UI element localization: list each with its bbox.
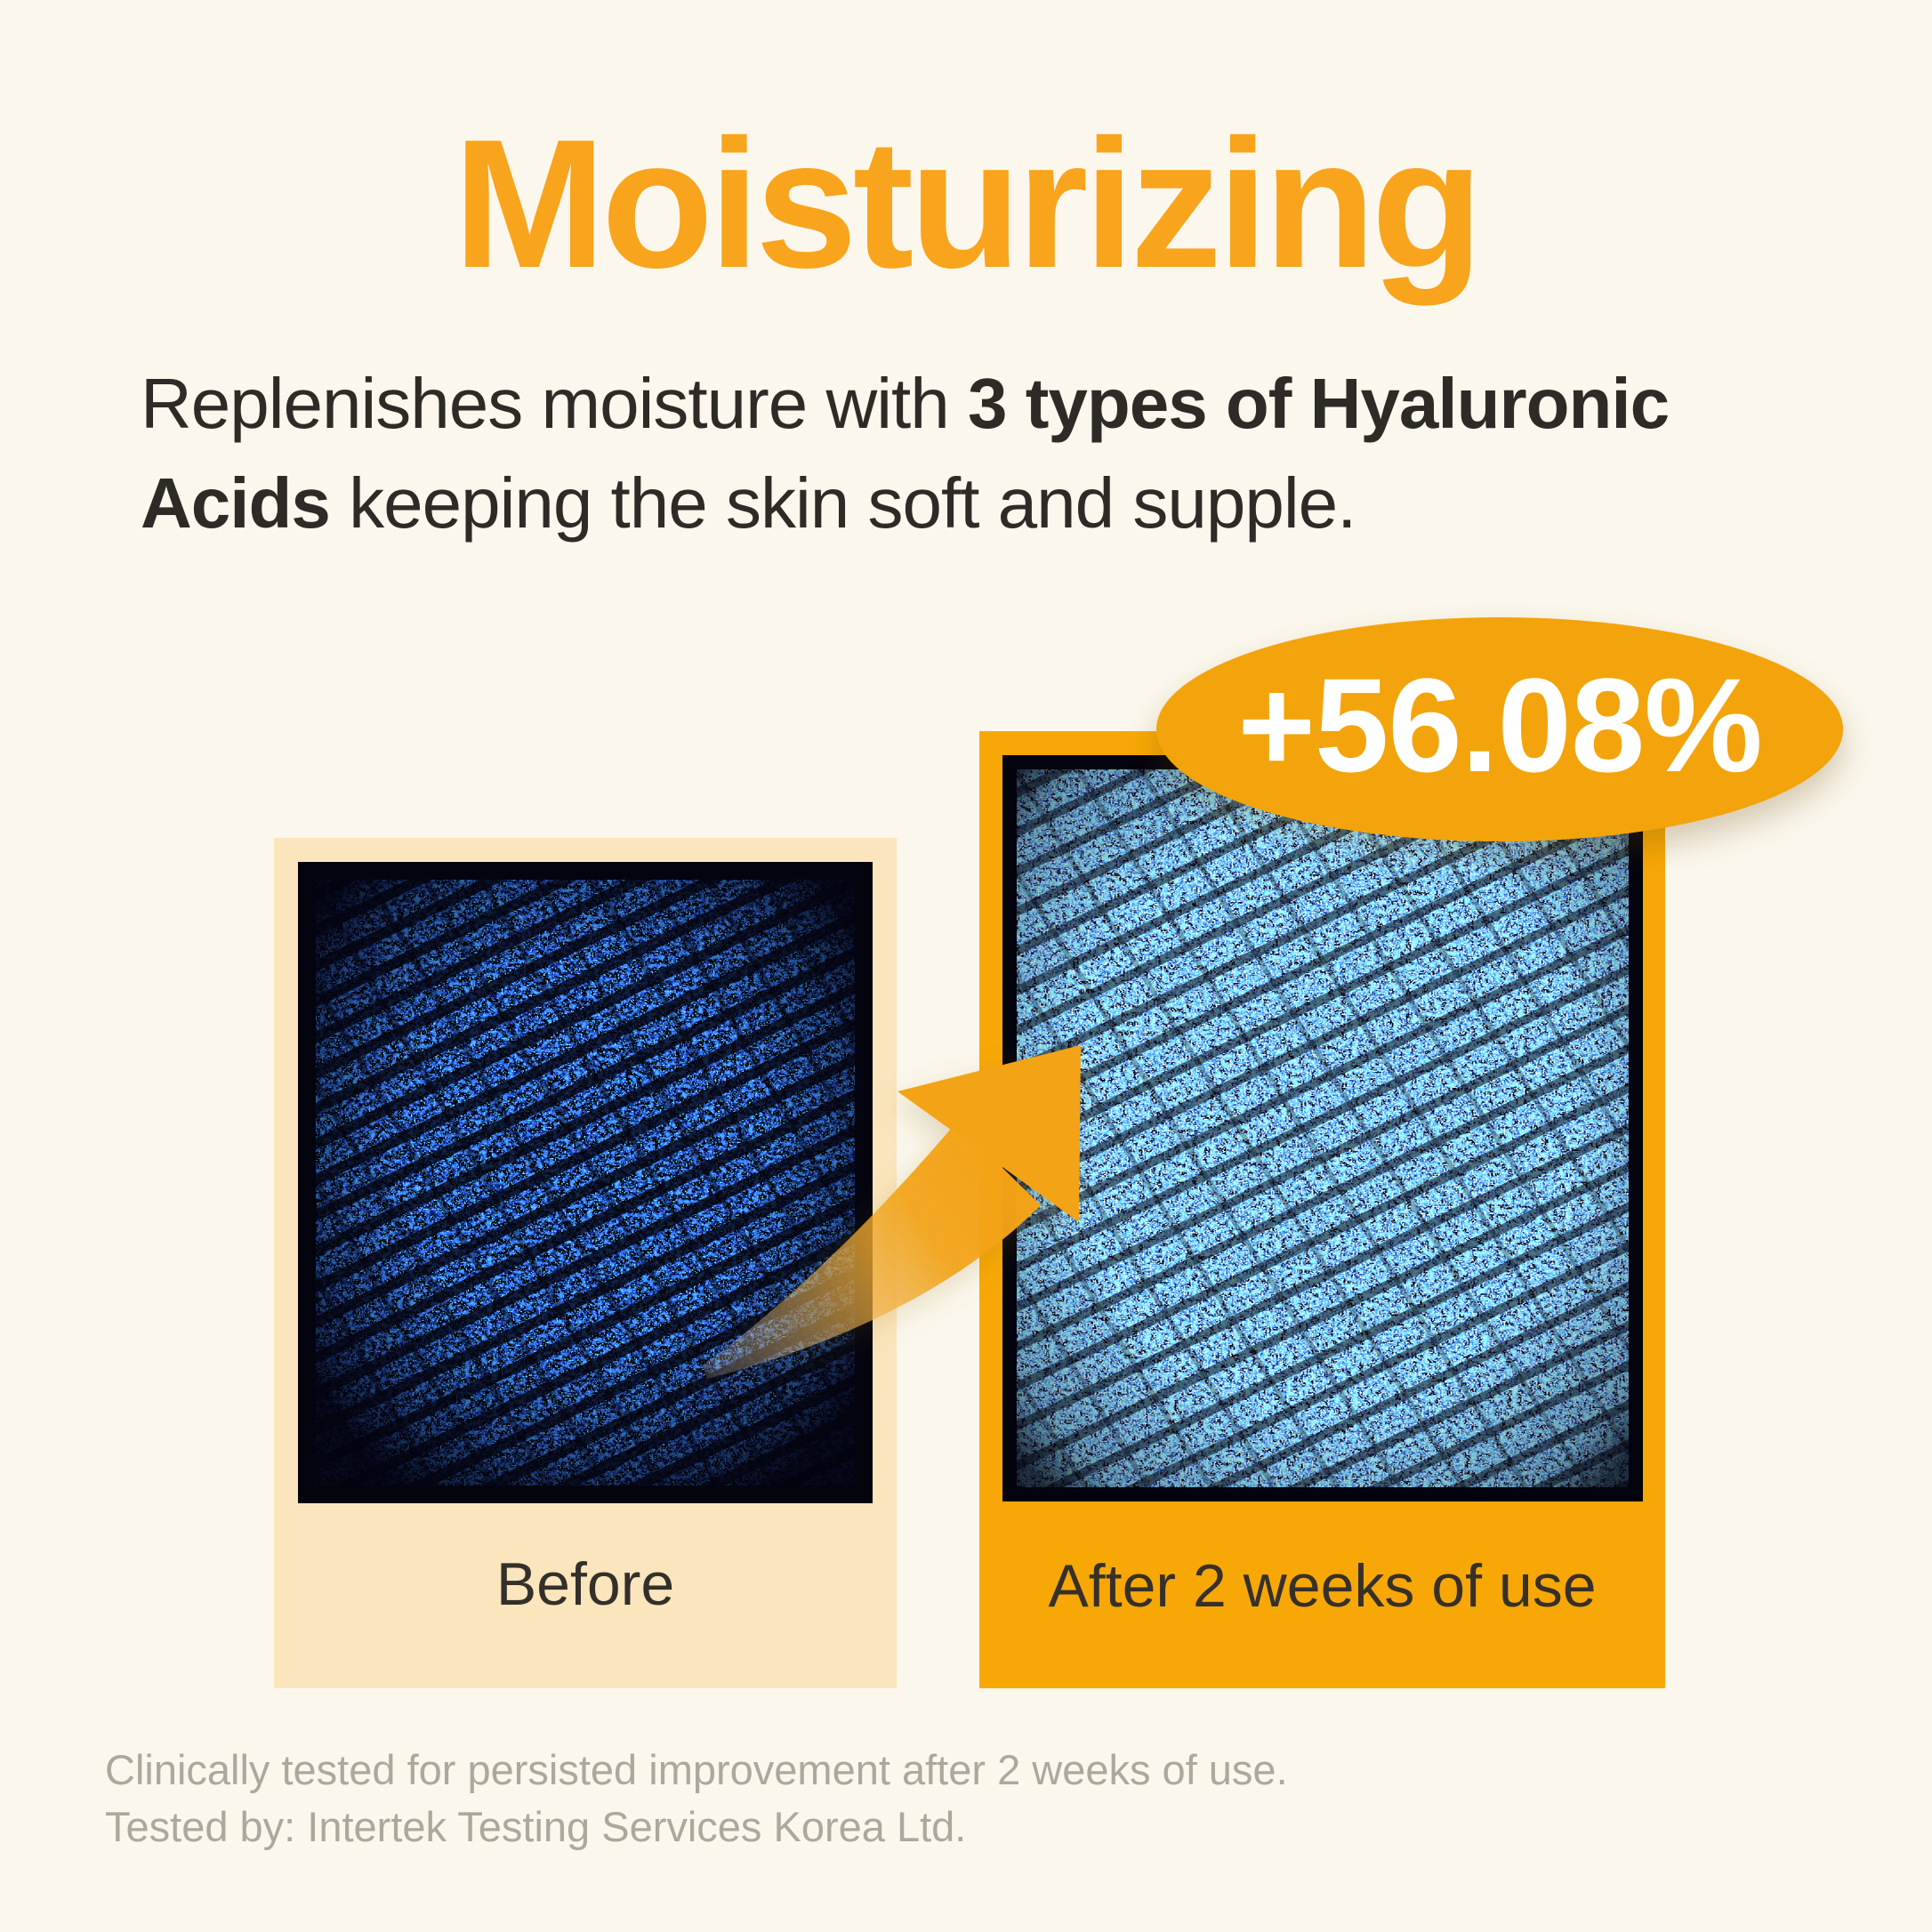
after-label: After 2 weeks of use [1048, 1552, 1597, 1620]
intro-text: Replenishes moisture with 3 types of Hya… [141, 354, 1866, 553]
skin-scan-before-image [298, 862, 873, 1503]
after-card: After 2 weeks of use [979, 731, 1665, 1688]
skin-scan-after-image [1002, 755, 1643, 1501]
footnote-line-1: Clinically tested for persisted improvem… [105, 1746, 1288, 1793]
intro-line2-normal: keeping the skin soft and supple. [329, 463, 1356, 543]
before-label: Before [495, 1550, 675, 1618]
improvement-badge: +56.08% [1156, 617, 1843, 841]
intro-line-1: Replenishes moisture with 3 types of Hya… [141, 354, 1866, 454]
page-title: Moisturizing [453, 101, 1484, 306]
improvement-value: +56.08% [1237, 649, 1762, 800]
intro-line2-bold: Acids [141, 463, 331, 543]
intro-line1-bold: 3 types of Hyaluronic [967, 364, 1670, 443]
intro-line1-normal: Replenishes moisture with [141, 364, 968, 443]
intro-line-2: Acids keeping the skin soft and supple. [141, 454, 1866, 553]
before-card: Before [274, 838, 897, 1688]
footnote: Clinically tested for persisted improvem… [105, 1742, 1288, 1856]
footnote-line-2: Tested by: Intertek Testing Services Kor… [105, 1803, 967, 1850]
